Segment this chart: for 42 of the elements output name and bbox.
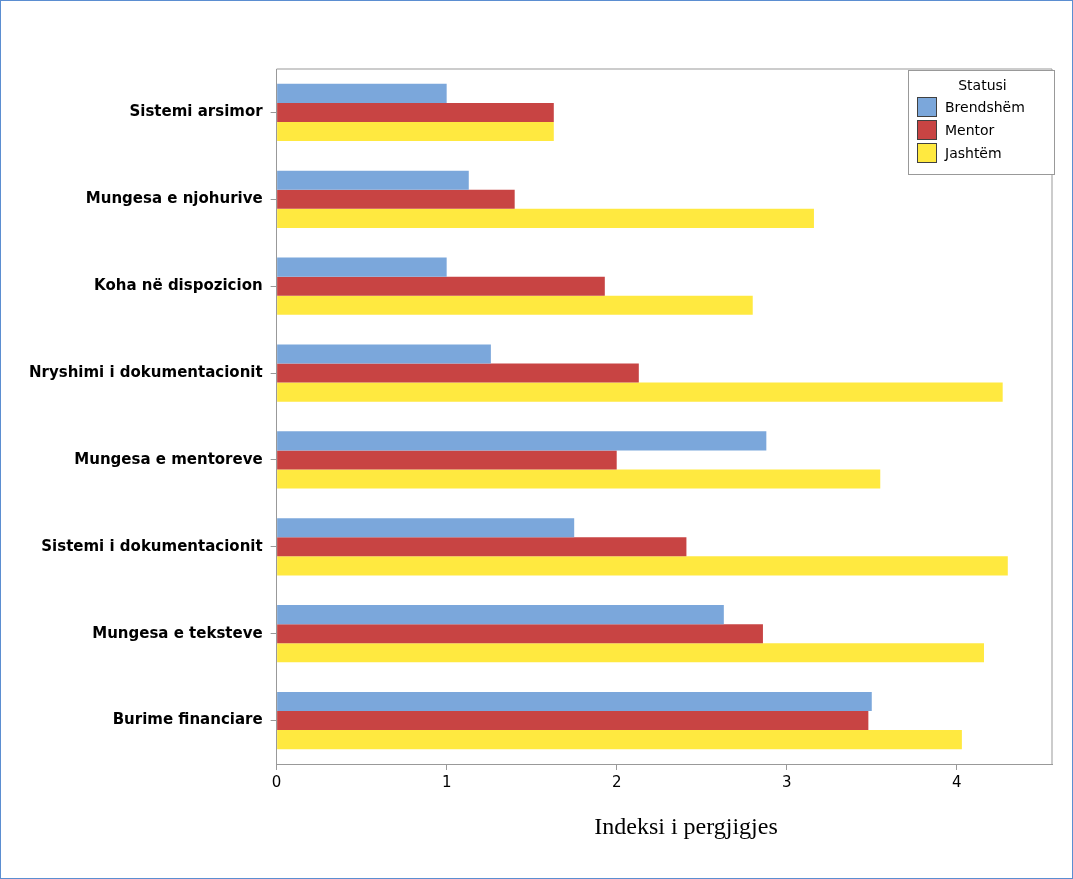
bar (277, 208, 814, 228)
y-tick-label: Mungesa e njohurive (85, 189, 263, 208)
x-axis-title: Indeksi i pergjigjes (593, 813, 779, 840)
bar (277, 189, 515, 209)
legend-label: Mentor (945, 122, 995, 138)
bar (277, 257, 447, 277)
y-tick-label: Mungesa e mentoreve (74, 449, 263, 468)
x-tick-label: 0 (271, 773, 282, 792)
bar (277, 344, 491, 364)
y-tick-label: Sistemi i dokumentacionit (41, 536, 263, 555)
bar (277, 556, 1008, 576)
bar (277, 450, 617, 470)
bar (277, 276, 605, 296)
bar (277, 363, 639, 383)
bar (277, 382, 1003, 402)
bar (277, 469, 881, 489)
bar (277, 730, 962, 750)
legend-label: Brendshëm (945, 99, 1025, 115)
y-tick-label: Mungesa e teksteve (92, 623, 263, 642)
y-tick-label: Koha në dispozicion (94, 276, 263, 295)
x-tick-label: 4 (952, 773, 962, 792)
bar (277, 170, 469, 190)
bar (277, 711, 869, 731)
legend-title: Statusi (957, 77, 1008, 93)
bar (277, 102, 554, 122)
bar (277, 295, 753, 315)
x-tick-label: 1 (441, 773, 452, 792)
x-tick-label: 3 (781, 773, 792, 792)
bar (277, 518, 575, 538)
bar (277, 691, 872, 712)
y-tick-label: Nryshimi i dokumentacionit (28, 362, 263, 381)
bar (277, 624, 763, 644)
legend-label: Jashtëm (945, 145, 1002, 161)
bar (277, 83, 447, 103)
bar (277, 431, 767, 451)
y-tick-label: Sistemi arsimor (129, 102, 264, 121)
y-tick-label: Burime financiare (112, 710, 263, 729)
bar (277, 537, 687, 557)
bar (277, 605, 724, 625)
bar (277, 121, 554, 142)
bar (277, 643, 984, 663)
x-tick-label: 2 (611, 773, 622, 792)
